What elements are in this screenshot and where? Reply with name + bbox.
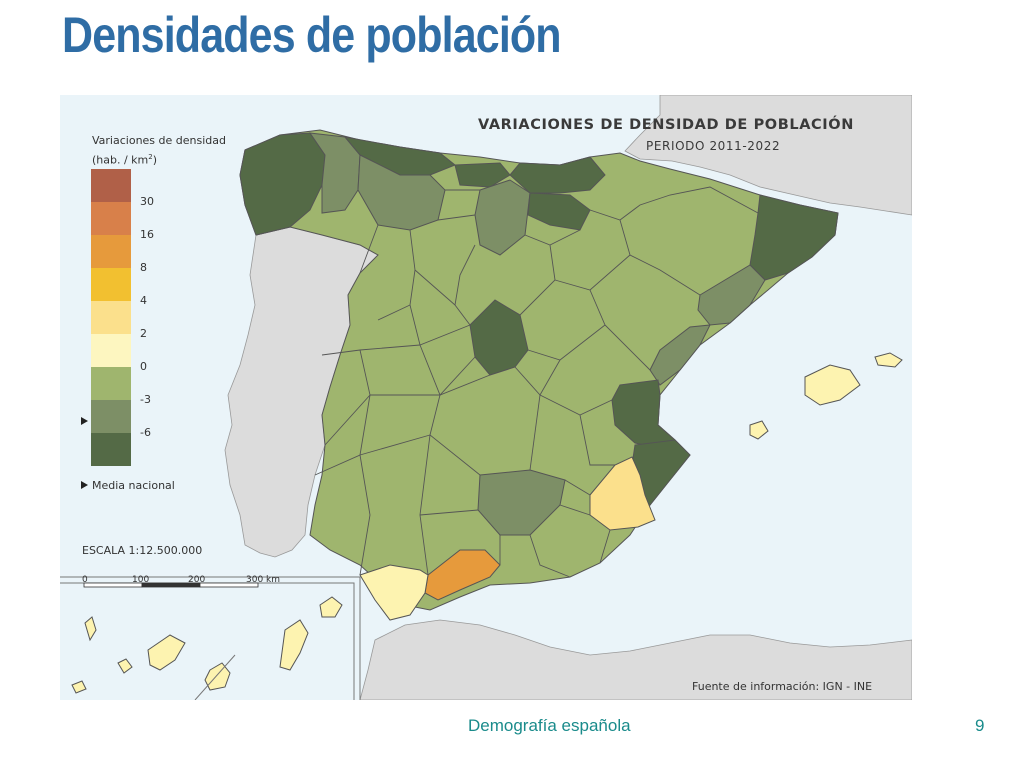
legend-swatch — [91, 169, 131, 202]
source-text: Fuente de información: IGN - INE — [692, 680, 873, 693]
legend-label: -3 — [140, 393, 151, 406]
media-nacional-label: Media nacional — [92, 479, 175, 492]
region-malaga — [424, 549, 501, 601]
slide-title: Densidades de población — [62, 7, 562, 63]
map-subtitle: PERIODO 2011-2022 — [646, 139, 781, 153]
legend-label: 16 — [140, 228, 154, 241]
legend-title-close: ) — [152, 153, 158, 167]
scale-tick-100: 100 — [132, 575, 150, 585]
legend-title-sup: 2 — [148, 153, 153, 161]
legend-title-line2: (hab. / km — [92, 153, 149, 167]
legend-label: 30 — [140, 195, 154, 208]
legend-swatch — [91, 400, 131, 433]
canary-inset-frame — [60, 576, 361, 700]
province-borders — [314, 186, 759, 578]
media-nacional-marker-icon — [81, 481, 88, 489]
region-galicia — [239, 132, 326, 236]
legend-swatch — [91, 268, 131, 301]
scale-tick-0: 0 — [82, 575, 88, 585]
canary-divider — [194, 654, 236, 700]
scale-tick-300: 300 km — [246, 575, 281, 585]
island-mallorca — [804, 364, 861, 406]
legend-swatch — [91, 301, 131, 334]
region-jaen — [477, 469, 566, 536]
legend-swatch — [91, 433, 131, 466]
map-title: VARIACIONES DE DENSIDAD DE POBLACIÓN — [478, 117, 854, 133]
legend-title-line1: Variaciones de densidad — [92, 134, 226, 147]
region-basque — [509, 156, 606, 194]
legend-swatch — [91, 202, 131, 235]
region-cantabria — [454, 162, 511, 188]
footer-text: Demografía española — [468, 716, 631, 735]
legend-swatch — [91, 334, 131, 367]
region-tarragona — [697, 264, 766, 326]
island-menorca — [874, 352, 903, 368]
page-number: 9 — [975, 716, 985, 735]
national-average-marker — [81, 417, 88, 425]
region-catalonia — [749, 194, 839, 281]
france-land — [624, 95, 912, 216]
scale-bar — [83, 582, 259, 588]
legend-title: Variaciones de densidad (hab. / km2) — [92, 133, 226, 169]
scale-tick-200: 200 — [188, 575, 206, 585]
region-burgos — [474, 179, 531, 256]
map-graphic — [60, 95, 912, 700]
legend-label: 0 — [140, 360, 147, 373]
region-murcia — [589, 456, 656, 531]
island-ibiza — [749, 420, 769, 440]
canary-islands — [71, 596, 343, 694]
legend-label: 2 — [140, 327, 147, 340]
legend-color-bar — [91, 169, 131, 466]
region-cadiz — [359, 564, 429, 621]
population-density-map: VARIACIONES DE DENSIDAD DE POBLACIÓN PER… — [60, 95, 912, 700]
legend-swatch — [91, 235, 131, 268]
region-madrid — [469, 299, 529, 376]
region-castellon — [649, 324, 711, 386]
legend-label: -6 — [140, 426, 151, 439]
legend-label: 8 — [140, 261, 147, 274]
legend-swatch — [91, 367, 131, 400]
africa-land — [359, 619, 912, 700]
legend-label: 4 — [140, 294, 147, 307]
scale-label: ESCALA 1:12.500.000 — [82, 544, 203, 557]
